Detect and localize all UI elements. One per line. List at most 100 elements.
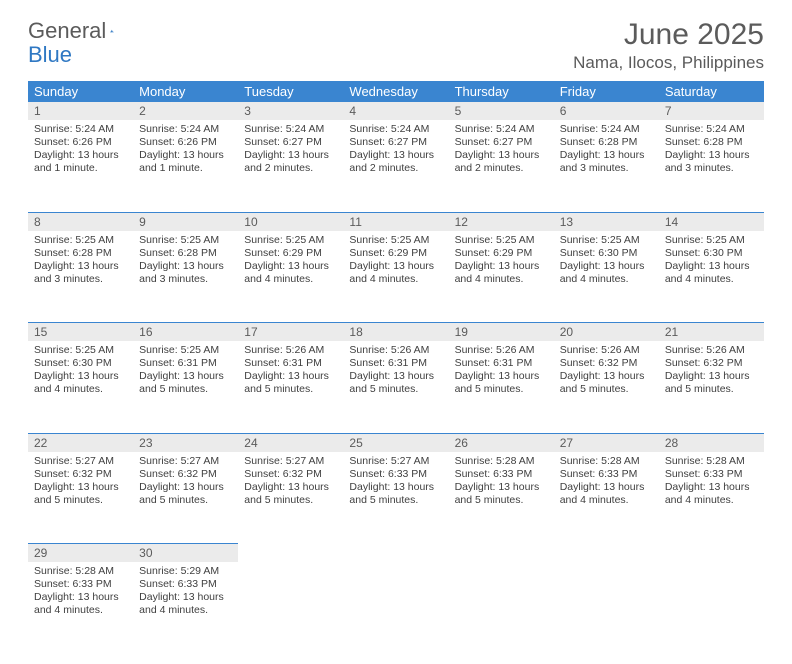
day-number: 7 — [659, 102, 764, 120]
sunrise-line: Sunrise: 5:27 AM — [34, 455, 127, 468]
day-number: 16 — [133, 323, 238, 342]
calendar-body: 1234567Sunrise: 5:24 AMSunset: 6:26 PMDa… — [28, 102, 764, 654]
sunrise-line: Sunrise: 5:26 AM — [665, 344, 758, 357]
day-cell: Sunrise: 5:28 AMSunset: 6:33 PMDaylight:… — [554, 452, 659, 544]
day-number: 9 — [133, 212, 238, 231]
sunset-line: Sunset: 6:31 PM — [349, 357, 442, 370]
sunset-line: Sunset: 6:32 PM — [244, 468, 337, 481]
day-cell: Sunrise: 5:28 AMSunset: 6:33 PMDaylight:… — [659, 452, 764, 544]
daylight-line: Daylight: 13 hours and 5 minutes. — [139, 370, 232, 396]
daynum-row: 2930 — [28, 544, 764, 563]
sunrise-line: Sunrise: 5:26 AM — [244, 344, 337, 357]
day-number: 25 — [343, 433, 448, 452]
daylight-line: Daylight: 13 hours and 1 minute. — [34, 149, 127, 175]
sunrise-line: Sunrise: 5:24 AM — [349, 123, 442, 136]
weekday-header: Sunday — [28, 81, 133, 102]
sunset-line: Sunset: 6:26 PM — [34, 136, 127, 149]
empty-cell — [449, 544, 554, 563]
sunset-line: Sunset: 6:27 PM — [349, 136, 442, 149]
sunset-line: Sunset: 6:31 PM — [139, 357, 232, 370]
sunrise-line: Sunrise: 5:25 AM — [560, 234, 653, 247]
day-body-row: Sunrise: 5:28 AMSunset: 6:33 PMDaylight:… — [28, 562, 764, 654]
sunrise-line: Sunrise: 5:25 AM — [34, 344, 127, 357]
daylight-line: Daylight: 13 hours and 4 minutes. — [34, 591, 127, 617]
sunset-line: Sunset: 6:29 PM — [349, 247, 442, 260]
sunset-line: Sunset: 6:30 PM — [34, 357, 127, 370]
day-number: 5 — [449, 102, 554, 120]
empty-cell — [343, 544, 448, 563]
sunset-line: Sunset: 6:33 PM — [139, 578, 232, 591]
sunset-line: Sunset: 6:32 PM — [34, 468, 127, 481]
day-cell: Sunrise: 5:24 AMSunset: 6:27 PMDaylight:… — [449, 120, 554, 212]
day-cell: Sunrise: 5:25 AMSunset: 6:31 PMDaylight:… — [133, 341, 238, 433]
sunrise-line: Sunrise: 5:25 AM — [665, 234, 758, 247]
sunset-line: Sunset: 6:33 PM — [349, 468, 442, 481]
day-cell: Sunrise: 5:24 AMSunset: 6:26 PMDaylight:… — [28, 120, 133, 212]
daylight-line: Daylight: 13 hours and 5 minutes. — [665, 370, 758, 396]
calendar-page: General June 2025 Nama, Ilocos, Philippi… — [0, 0, 792, 664]
sunrise-line: Sunrise: 5:24 AM — [665, 123, 758, 136]
weekday-header: Wednesday — [343, 81, 448, 102]
sunset-line: Sunset: 6:28 PM — [34, 247, 127, 260]
sunrise-line: Sunrise: 5:28 AM — [34, 565, 127, 578]
sunrise-line: Sunrise: 5:24 AM — [560, 123, 653, 136]
day-body-row: Sunrise: 5:25 AMSunset: 6:28 PMDaylight:… — [28, 231, 764, 323]
daylight-line: Daylight: 13 hours and 5 minutes. — [244, 481, 337, 507]
sunrise-line: Sunrise: 5:28 AM — [560, 455, 653, 468]
sunset-line: Sunset: 6:33 PM — [455, 468, 548, 481]
sunset-line: Sunset: 6:33 PM — [560, 468, 653, 481]
day-cell: Sunrise: 5:25 AMSunset: 6:30 PMDaylight:… — [28, 341, 133, 433]
sunrise-line: Sunrise: 5:29 AM — [139, 565, 232, 578]
day-number: 14 — [659, 212, 764, 231]
sunset-line: Sunset: 6:33 PM — [34, 578, 127, 591]
weekday-header: Friday — [554, 81, 659, 102]
day-cell: Sunrise: 5:25 AMSunset: 6:28 PMDaylight:… — [133, 231, 238, 323]
day-cell: Sunrise: 5:26 AMSunset: 6:31 PMDaylight:… — [449, 341, 554, 433]
sunrise-line: Sunrise: 5:25 AM — [349, 234, 442, 247]
sunset-line: Sunset: 6:30 PM — [560, 247, 653, 260]
daylight-line: Daylight: 13 hours and 5 minutes. — [349, 370, 442, 396]
sunset-line: Sunset: 6:28 PM — [139, 247, 232, 260]
daylight-line: Daylight: 13 hours and 5 minutes. — [244, 370, 337, 396]
sunrise-line: Sunrise: 5:25 AM — [455, 234, 548, 247]
sunset-line: Sunset: 6:31 PM — [455, 357, 548, 370]
day-cell: Sunrise: 5:24 AMSunset: 6:27 PMDaylight:… — [343, 120, 448, 212]
empty-cell — [659, 562, 764, 654]
sunrise-line: Sunrise: 5:27 AM — [244, 455, 337, 468]
day-cell: Sunrise: 5:25 AMSunset: 6:30 PMDaylight:… — [659, 231, 764, 323]
daylight-line: Daylight: 13 hours and 5 minutes. — [139, 481, 232, 507]
day-number: 11 — [343, 212, 448, 231]
day-cell: Sunrise: 5:27 AMSunset: 6:33 PMDaylight:… — [343, 452, 448, 544]
daylight-line: Daylight: 13 hours and 5 minutes. — [560, 370, 653, 396]
sunset-line: Sunset: 6:32 PM — [560, 357, 653, 370]
sunset-line: Sunset: 6:27 PM — [455, 136, 548, 149]
empty-cell — [343, 562, 448, 654]
logo-sail-icon — [110, 22, 114, 40]
day-cell: Sunrise: 5:26 AMSunset: 6:31 PMDaylight:… — [343, 341, 448, 433]
day-number: 26 — [449, 433, 554, 452]
sunset-line: Sunset: 6:29 PM — [455, 247, 548, 260]
day-number: 23 — [133, 433, 238, 452]
daynum-row: 22232425262728 — [28, 433, 764, 452]
day-cell: Sunrise: 5:29 AMSunset: 6:33 PMDaylight:… — [133, 562, 238, 654]
day-number: 19 — [449, 323, 554, 342]
day-number: 18 — [343, 323, 448, 342]
day-number: 21 — [659, 323, 764, 342]
daylight-line: Daylight: 13 hours and 5 minutes. — [349, 481, 442, 507]
day-number: 10 — [238, 212, 343, 231]
title-block: June 2025 Nama, Ilocos, Philippines — [573, 18, 764, 73]
day-number: 2 — [133, 102, 238, 120]
weekday-header: Saturday — [659, 81, 764, 102]
sunset-line: Sunset: 6:31 PM — [244, 357, 337, 370]
day-cell: Sunrise: 5:24 AMSunset: 6:28 PMDaylight:… — [554, 120, 659, 212]
day-number: 15 — [28, 323, 133, 342]
daylight-line: Daylight: 13 hours and 3 minutes. — [665, 149, 758, 175]
day-number: 24 — [238, 433, 343, 452]
sunrise-line: Sunrise: 5:24 AM — [139, 123, 232, 136]
day-cell: Sunrise: 5:24 AMSunset: 6:26 PMDaylight:… — [133, 120, 238, 212]
sunrise-line: Sunrise: 5:24 AM — [455, 123, 548, 136]
weekday-header: Thursday — [449, 81, 554, 102]
empty-cell — [659, 544, 764, 563]
sunrise-line: Sunrise: 5:28 AM — [455, 455, 548, 468]
day-number: 1 — [28, 102, 133, 120]
